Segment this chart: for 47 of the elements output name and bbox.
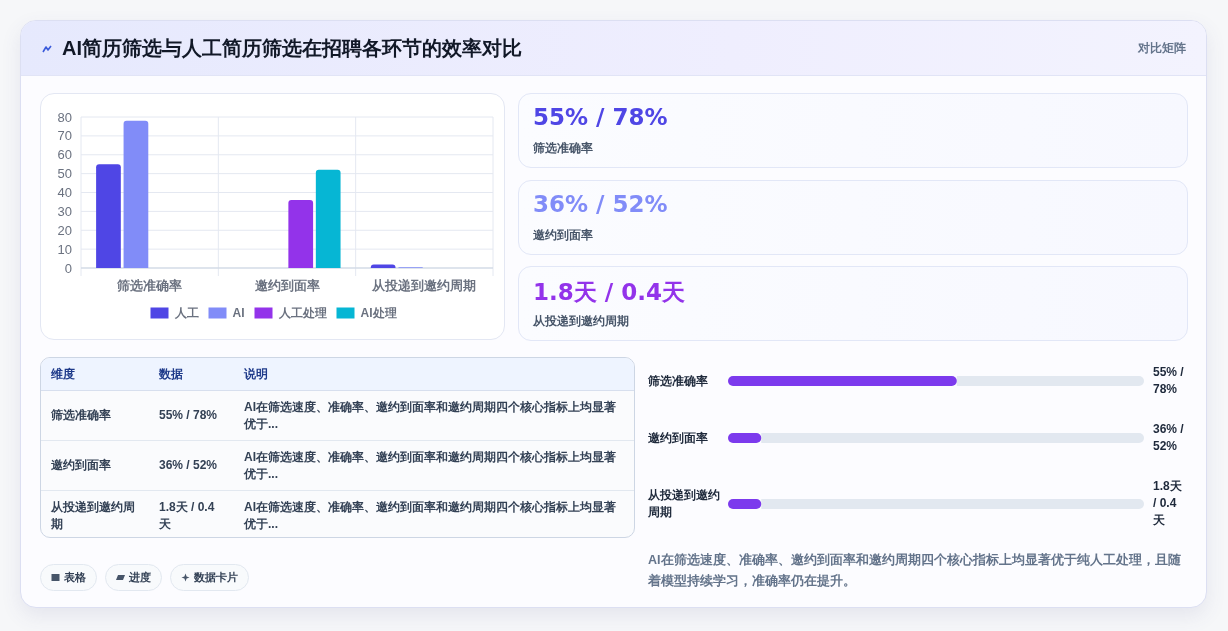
text: 1.8天 / 0.4天: [533, 278, 685, 307]
bar: [123, 120, 149, 268]
y-tick-label: 0: [64, 260, 72, 276]
bar: [96, 164, 121, 268]
text: 55% / 78%: [149, 390, 234, 441]
text: AI简历筛选与人工简历筛选在招聘各环节的效率对比: [62, 36, 522, 61]
text: 55% / 78%: [1153, 365, 1184, 396]
legend-label: 人工处理: [277, 306, 327, 320]
y-tick-label: 筛选准确率: [648, 372, 709, 390]
text: 筛选准确率: [533, 140, 593, 157]
text: AI在筛选速度、准确率、邀约到面率和邀约周期四个核心指标上均显著优于...: [242, 498, 617, 533]
x-tick-label: 从投递到邀约周期: [371, 278, 477, 293]
text: AI在筛选速度、准确率、邀约到面率和邀约周期四个核心指标上均显著优于...: [234, 390, 634, 441]
y-tick-label: 50: [57, 166, 72, 182]
y-tick-label: 70: [57, 128, 72, 144]
y-tick-label: 20: [57, 222, 72, 238]
text: 55% / 78%: [533, 104, 668, 130]
text: 1.8天 / 0.4天: [158, 498, 216, 533]
text: 数据卡片: [194, 569, 238, 585]
y-tick-label: 60: [57, 147, 72, 163]
text: 邀约到面率: [533, 226, 593, 244]
text: 36% / 52%: [149, 440, 234, 491]
text: 36% / 52%: [533, 190, 668, 217]
y-tick-label: 80: [57, 109, 72, 125]
text: 36% / 52%: [1153, 422, 1184, 453]
text: AI在筛选速度、准确率、邀约到面率和邀约周期四个核心指标上均显著优于纯人工处理，且随着模型持续学习，准确率仍在提升。: [648, 551, 1182, 590]
legend-label: AI处理: [360, 306, 397, 320]
x-tick-label: 筛选准确率: [116, 278, 183, 293]
x-tick-label: 邀约到面率: [254, 278, 320, 293]
text: 进度: [129, 569, 151, 585]
legend-label: 人工: [173, 306, 199, 320]
legend-label: AI: [232, 306, 245, 320]
text: 表格: [64, 569, 86, 585]
text: 数据: [149, 358, 234, 391]
y-tick-label: 10: [57, 241, 72, 257]
y-tick-label: 40: [57, 185, 72, 200]
y-tick-label: 邀约到面率: [648, 429, 709, 447]
text: 从投递到邀约周期: [533, 313, 629, 330]
bar: [288, 200, 314, 268]
text: 维度: [41, 358, 149, 391]
text: 对比矩阵: [1138, 40, 1186, 57]
y-tick-label: 从投递到邀约周期: [648, 486, 720, 521]
y-tick-label: 30: [57, 203, 72, 219]
text: 1.8天 / 0.4天: [1153, 479, 1182, 527]
text: 说明: [234, 358, 634, 391]
bar: [315, 169, 341, 268]
text: AI在筛选速度、准确率、邀约到面率和邀约周期四个核心指标上均显著优于...: [234, 440, 634, 491]
